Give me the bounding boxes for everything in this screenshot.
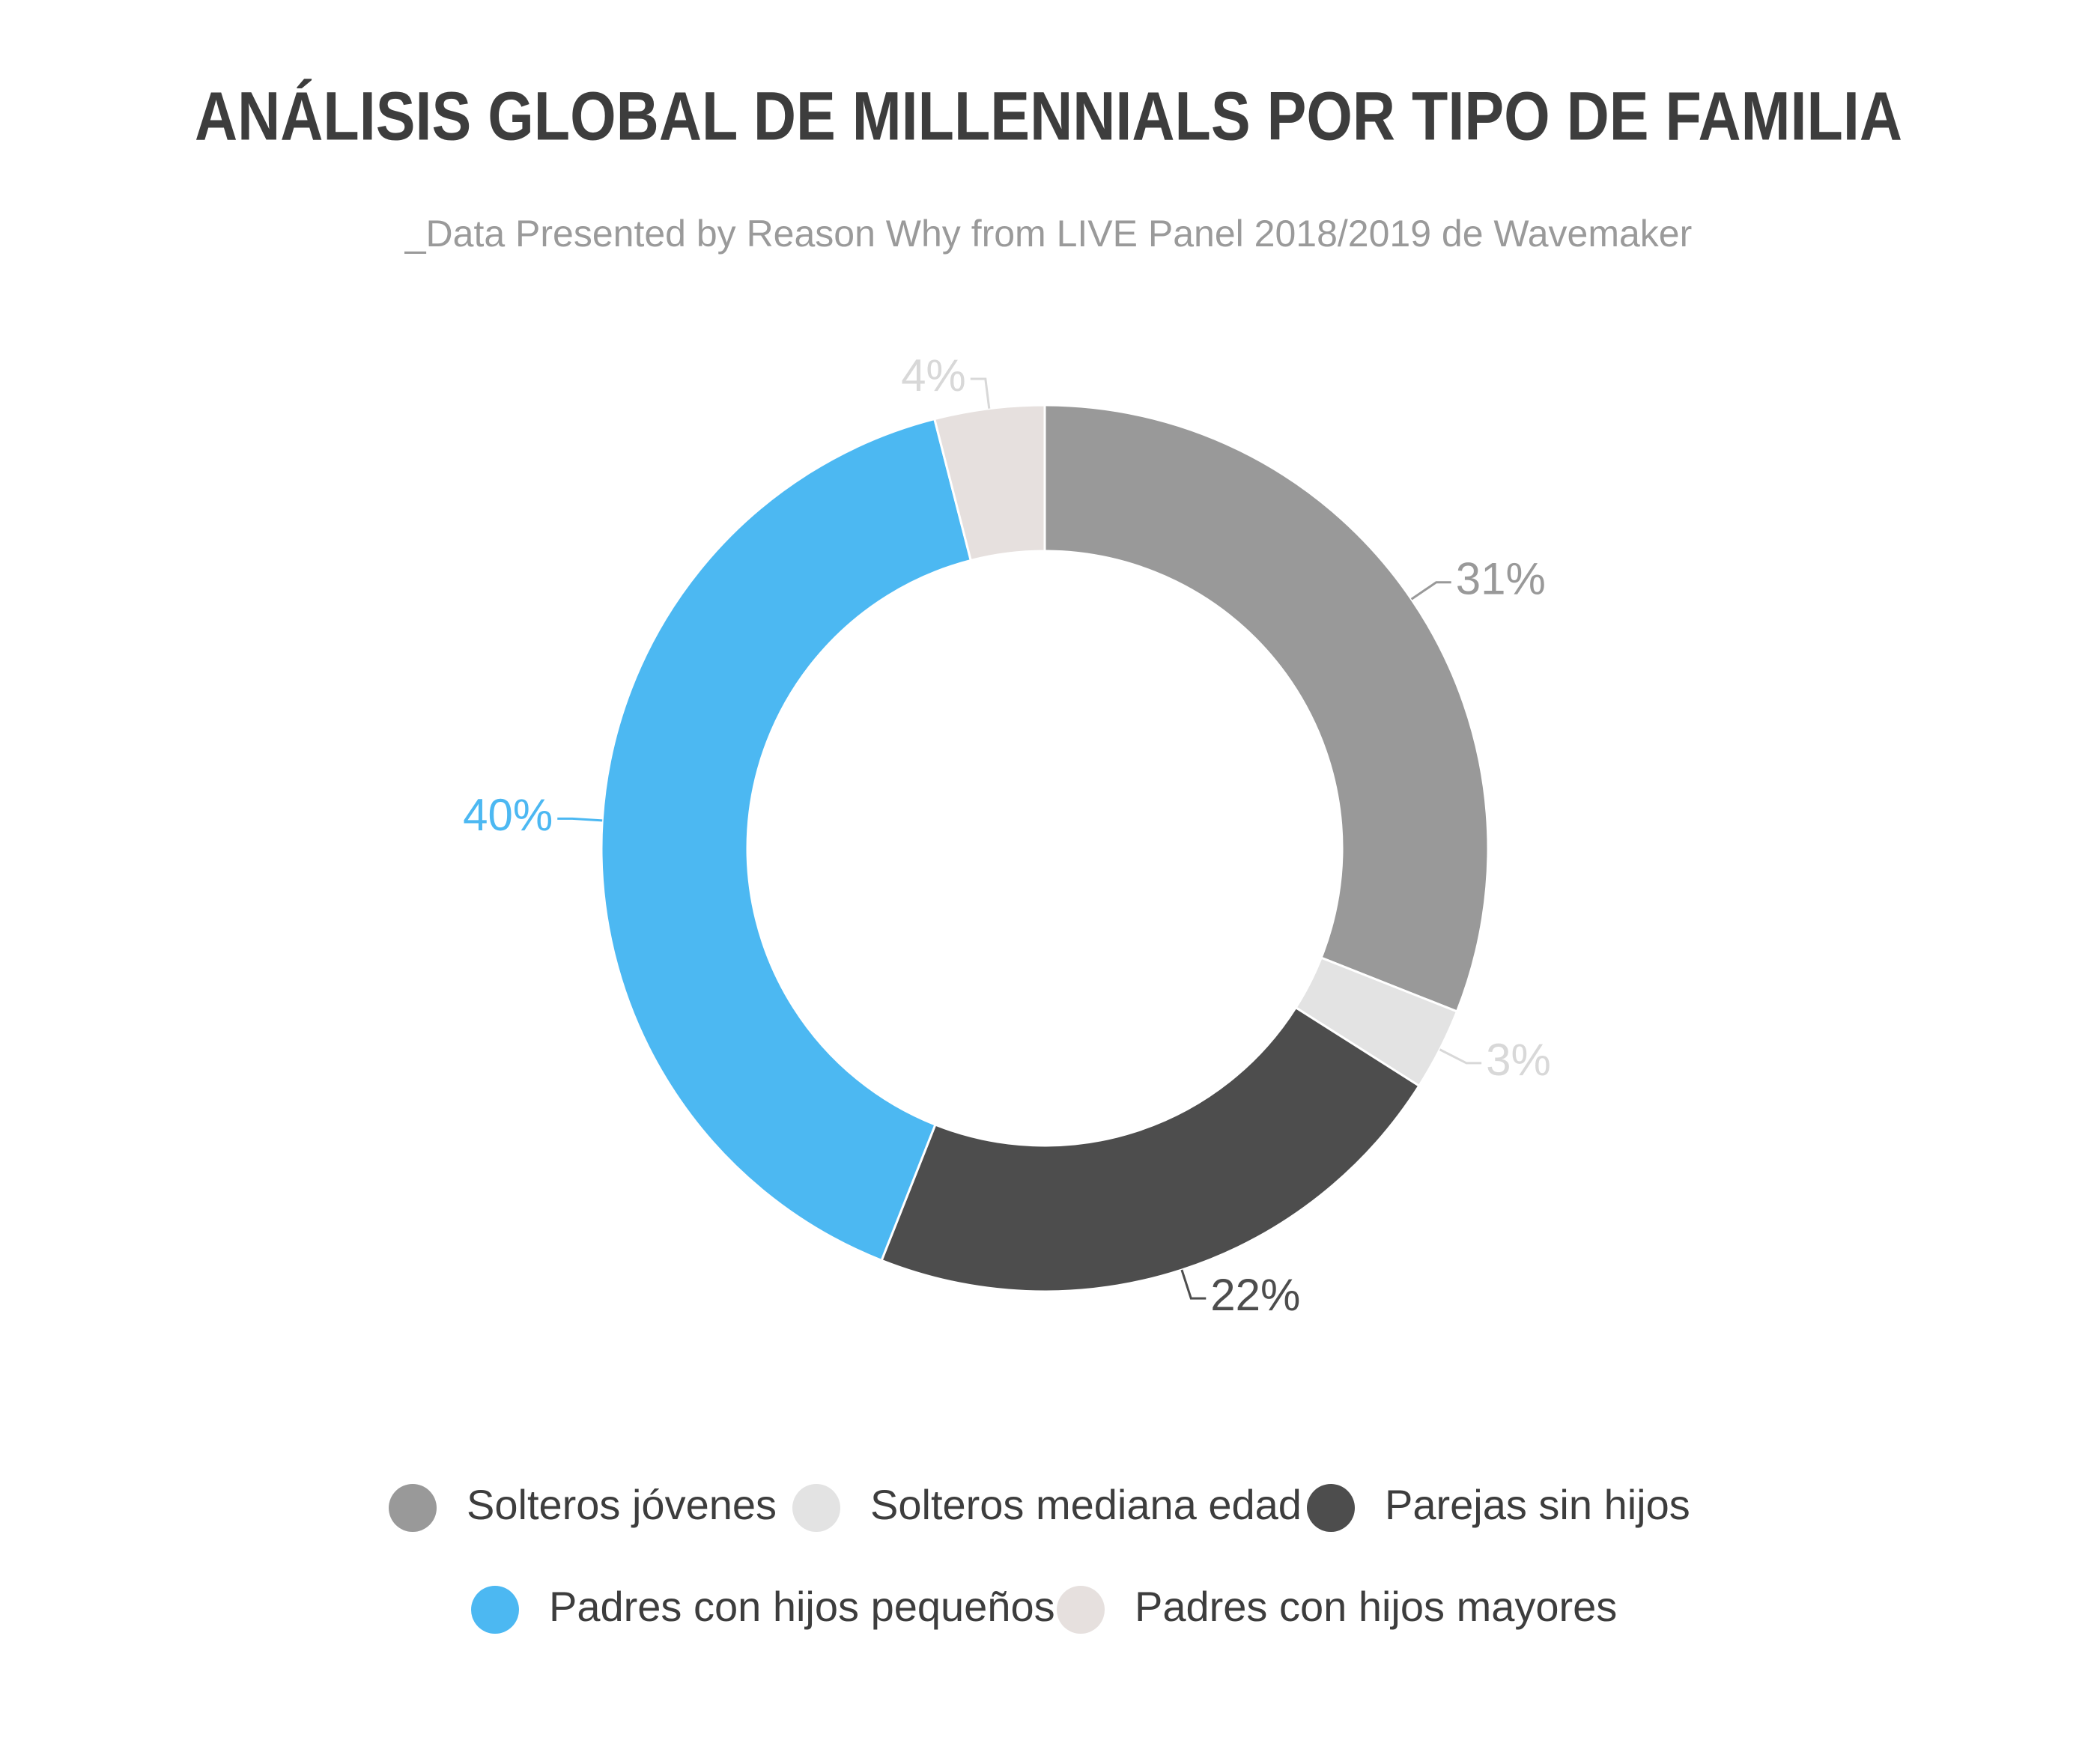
data-label: 31% xyxy=(1456,554,1546,604)
data-label: 40% xyxy=(463,790,553,840)
legend-label: Solteros mediana edad xyxy=(870,1481,1302,1528)
slice xyxy=(600,417,973,1262)
slice xyxy=(932,404,1046,562)
legend-swatch xyxy=(792,1484,840,1532)
chart-title: ANÁLISIS GLOBAL DE MILLENNIALS POR TIPO … xyxy=(195,78,1902,154)
legend-swatch xyxy=(471,1586,519,1634)
legend-label: Solteros jóvenes xyxy=(467,1481,777,1528)
leader-line xyxy=(1439,1048,1482,1065)
chart-subtitle: _Data Presented by Reason Why from LIVE … xyxy=(404,213,1693,255)
legend-label: Parejas sin hijos xyxy=(1385,1481,1690,1528)
legend-swatch xyxy=(1307,1484,1355,1532)
leader-line xyxy=(557,817,603,822)
data-label: 22% xyxy=(1210,1270,1300,1320)
data-label: 4% xyxy=(901,350,966,401)
legend-label: Padres con hijos pequeños xyxy=(549,1583,1055,1630)
legend-label: Padres con hijos mayores xyxy=(1135,1583,1617,1630)
leader-line xyxy=(970,377,991,409)
data-label: 3% xyxy=(1486,1035,1551,1085)
legend-swatch xyxy=(1057,1586,1105,1634)
leader-line xyxy=(1410,581,1451,600)
slice xyxy=(880,1006,1421,1293)
leader-line xyxy=(1180,1269,1207,1300)
slice xyxy=(1043,404,1490,1013)
legend-swatch xyxy=(389,1484,437,1532)
